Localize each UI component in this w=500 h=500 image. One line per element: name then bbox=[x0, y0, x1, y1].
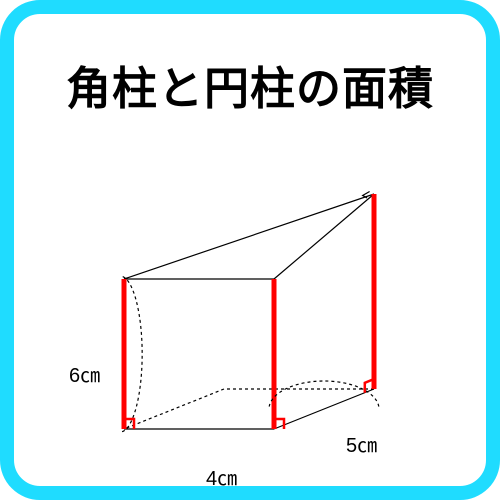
label-base-2: 5㎝ bbox=[346, 429, 377, 458]
label-height: 6㎝ bbox=[69, 359, 100, 388]
prism-diagram bbox=[64, 164, 464, 484]
diagram-svg bbox=[64, 164, 464, 484]
label-base-1: 4㎝ bbox=[206, 462, 237, 491]
card-title: 角柱と円柱の面積 bbox=[14, 52, 486, 117]
lesson-card: 角柱と円柱の面積 6㎝ 4㎝ 5㎝ bbox=[0, 0, 500, 500]
